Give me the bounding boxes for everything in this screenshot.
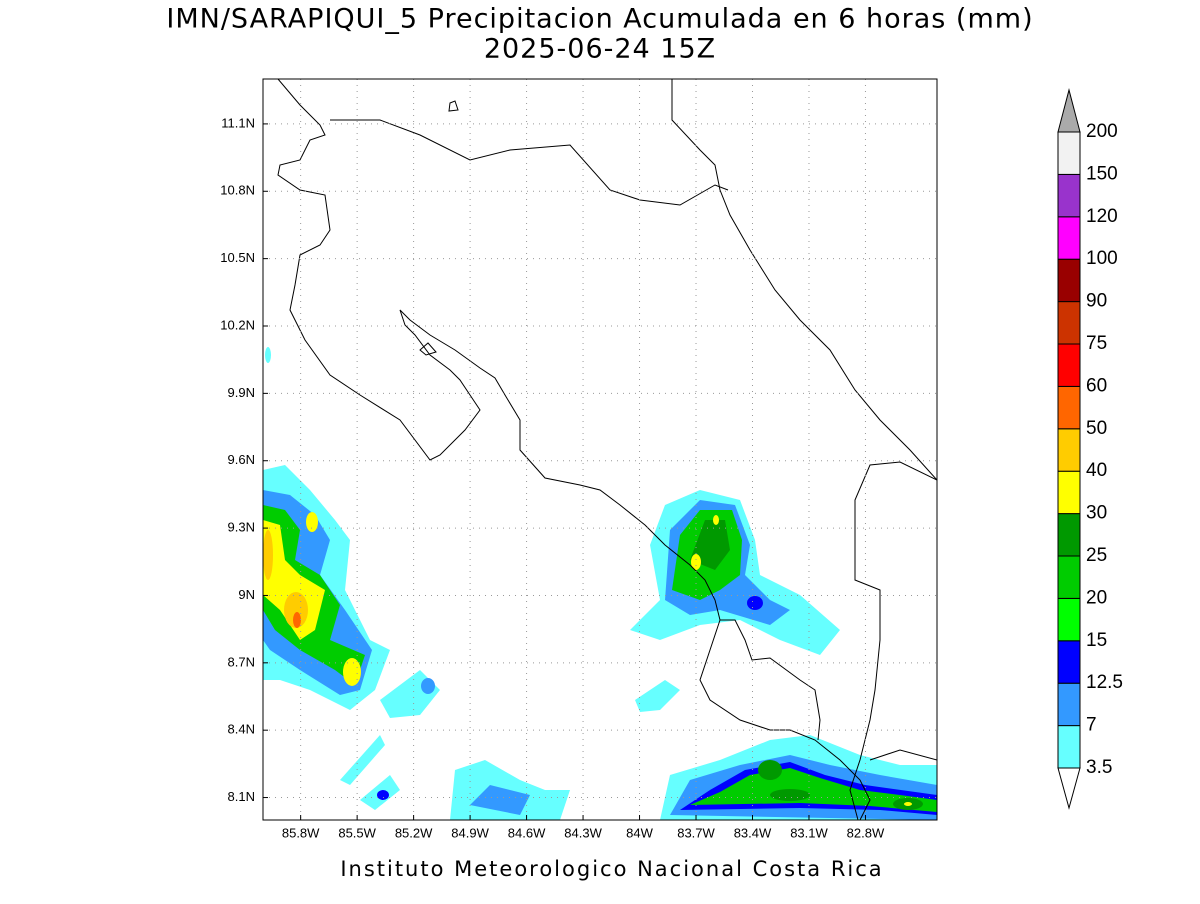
x-tick-label: 84W: [626, 825, 653, 840]
colorbar-segment: [1057, 173, 1081, 218]
subtitle: 2025-06-24 15Z: [484, 34, 716, 65]
y-tick-label: 10.2N: [220, 317, 255, 332]
x-tick-label: 85.8W: [282, 825, 320, 840]
precipitation-field: [263, 347, 937, 820]
colorbar-label: 3.5: [1086, 757, 1112, 778]
colorbar-label: 100: [1086, 248, 1118, 269]
colorbar-segment: [1057, 216, 1081, 260]
colorbar-label: 50: [1086, 418, 1107, 439]
colorbar-segment: [1057, 555, 1081, 599]
colorbar-label: 15: [1086, 630, 1107, 651]
y-tick-label: 8.4N: [228, 722, 255, 737]
colorbar-label: 20: [1086, 587, 1107, 608]
colorbar-segment: [1057, 428, 1081, 472]
colorbar-segment: [1057, 301, 1081, 345]
colorbar-label: 75: [1086, 333, 1107, 354]
y-tick-label: 8.1N: [228, 789, 255, 804]
title: IMN/SARAPIQUI_5 Precipitacion Acumulada …: [166, 4, 1033, 35]
colorbar-segment: [1057, 470, 1081, 515]
colorbar-label: 40: [1086, 460, 1107, 481]
colorbar-segment: [1057, 640, 1081, 684]
footer: Instituto Meteorologico Nacional Costa R…: [340, 857, 883, 881]
colorbar-segment: [1057, 385, 1081, 430]
y-tick-label: 9.9N: [228, 385, 255, 400]
colorbar-label: 120: [1086, 206, 1118, 227]
x-tick-label: 84.6W: [508, 825, 546, 840]
y-tick-label: 9N: [238, 587, 255, 602]
map-frame: [262, 78, 938, 821]
x-tick-label: 83.1W: [790, 825, 828, 840]
colorbar-label: 90: [1086, 291, 1107, 312]
y-tick-label: 8.7N: [228, 654, 255, 669]
colorbar-low-triangle: [1057, 767, 1081, 810]
colorbar-label: 200: [1086, 121, 1118, 142]
colorbar-segment: [1057, 725, 1081, 769]
colorbar-segment: [1057, 597, 1081, 642]
y-tick-label: 10.8N: [220, 183, 255, 198]
colorbar-label: 30: [1086, 503, 1107, 524]
colorbar-label: 150: [1086, 163, 1118, 184]
x-tick-label: 85.5W: [338, 825, 376, 840]
y-tick-label: 9.6N: [228, 452, 255, 467]
y-tick-label: 11.1N: [221, 115, 255, 130]
colorbar-segment: [1057, 513, 1081, 557]
colorbar-label: 25: [1086, 545, 1107, 566]
colorbar-label: 7: [1086, 715, 1097, 736]
colorbar-segment: [1057, 343, 1081, 387]
colorbar-high-triangle: [1057, 88, 1081, 133]
colorbar-label: 12.5: [1086, 672, 1123, 693]
x-tick-label: 83.4W: [734, 825, 772, 840]
x-tick-label: 84.9W: [451, 825, 489, 840]
x-tick-label: 83.7W: [677, 825, 715, 840]
x-tick-label: 84.3W: [564, 825, 602, 840]
x-tick-label: 85.2W: [395, 825, 433, 840]
x-tick-label: 82.8W: [847, 825, 885, 840]
colorbar-segment: [1057, 258, 1081, 303]
coastlines: [277, 79, 937, 820]
y-tick-label: 10.5N: [220, 250, 255, 265]
y-tick-label: 9.3N: [228, 520, 255, 535]
colorbar-segment: [1057, 682, 1081, 727]
colorbar-segment: [1057, 131, 1081, 175]
colorbar-label: 60: [1086, 375, 1107, 396]
